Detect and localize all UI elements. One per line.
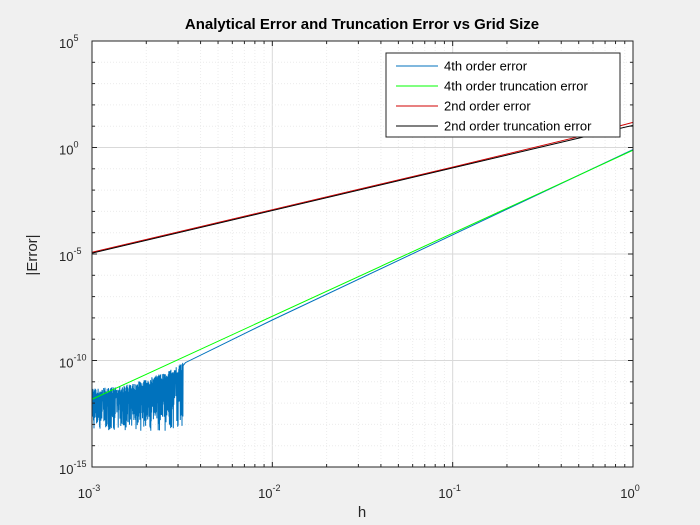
4th-order-error-line (92, 149, 633, 431)
tick-labels: 10-3 10-2 10-1 100 10-15 10-10 10-5 100 105 (59, 33, 640, 501)
y-axis-label: |Error| (24, 234, 41, 275)
legend-label-4th-order-error: 4th order error (444, 59, 528, 74)
y-tick-label: 105 (59, 33, 78, 51)
4th-order-truncation-error-line (92, 149, 633, 400)
x-tick-label: 10-1 (438, 483, 460, 501)
y-tick-label: 10-5 (59, 246, 81, 264)
2nd-order-truncation-error-line (92, 124, 633, 254)
legend-box (385, 52, 621, 138)
legend: 4th order error 4th order truncation erro… (385, 52, 621, 138)
series-group (92, 121, 633, 431)
x-tick-label: 100 (620, 483, 639, 501)
y-tick-label: 10-10 (59, 353, 86, 371)
y-tick-label: 10-15 (59, 459, 86, 477)
x-tick-label: 10-3 (78, 483, 100, 501)
x-tick-label: 10-2 (258, 483, 280, 501)
chart-title: Analytical Error and Truncation Error vs… (185, 16, 539, 33)
y-tick-label: 100 (59, 140, 78, 158)
tick-marks (91, 40, 634, 468)
legend-label-2nd-order-error: 2nd order error (444, 99, 531, 114)
legend-label-2nd-order-truncation-error: 2nd order truncation error (444, 119, 592, 134)
legend-label-4th-order-truncation-error: 4th order truncation error (444, 79, 588, 94)
x-axis-label: h (358, 504, 366, 521)
